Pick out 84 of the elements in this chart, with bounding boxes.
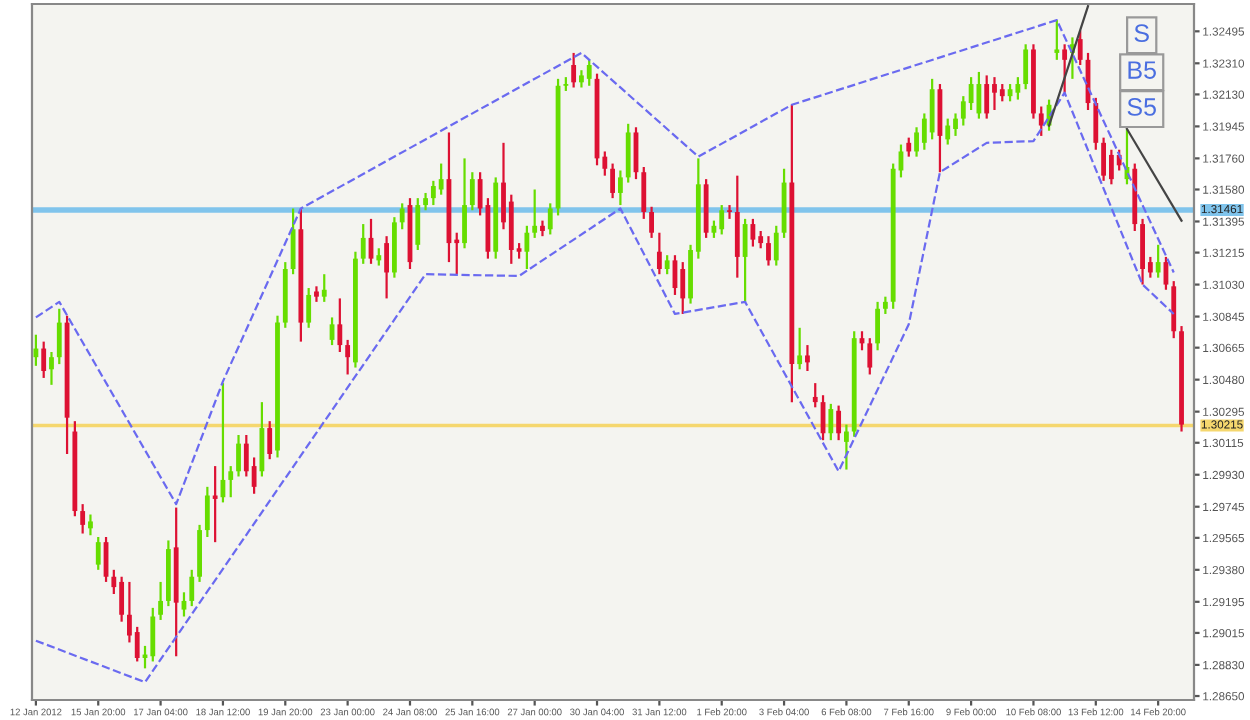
candlestick xyxy=(766,235,771,267)
candlestick xyxy=(1015,76,1021,101)
candlestick xyxy=(399,202,405,231)
candlestick xyxy=(438,162,444,196)
candlestick xyxy=(41,340,47,380)
candlestick xyxy=(617,169,623,207)
candlestick xyxy=(150,606,156,663)
candlestick xyxy=(719,203,725,236)
candlestick xyxy=(805,343,810,373)
candlestick xyxy=(571,51,577,89)
candlestick xyxy=(875,300,880,352)
candlestick xyxy=(1140,217,1145,286)
candlestick xyxy=(321,273,327,303)
candlestick xyxy=(228,464,234,499)
candlestick xyxy=(236,433,241,478)
candlestick xyxy=(836,404,842,442)
candlestick xyxy=(812,382,818,409)
candlestick xyxy=(742,217,748,303)
line-series xyxy=(34,18,1175,506)
candlestick xyxy=(212,464,218,544)
candlestick xyxy=(649,205,654,240)
candlestick xyxy=(734,174,740,279)
candlestick xyxy=(1038,105,1044,138)
line-series xyxy=(34,91,1175,684)
candlestick xyxy=(828,402,834,442)
candlestick xyxy=(906,136,912,158)
annotation: S xyxy=(1134,24,1149,43)
candlestick xyxy=(953,112,958,138)
candlestick xyxy=(1155,243,1161,279)
candlestick xyxy=(547,202,553,236)
candlestick xyxy=(337,297,343,354)
candlestick xyxy=(929,77,935,141)
candlestick xyxy=(1023,43,1029,91)
candlestick xyxy=(33,333,39,367)
candlestick xyxy=(984,74,990,120)
candlestick xyxy=(976,70,982,120)
candlestick xyxy=(95,535,101,571)
candlestick xyxy=(1054,18,1060,61)
candlestick xyxy=(158,580,164,622)
candlestick xyxy=(384,235,390,300)
candlestick xyxy=(680,260,686,316)
candlestick xyxy=(1093,96,1099,151)
candlestick xyxy=(968,76,974,112)
candlestick xyxy=(610,162,616,200)
candlestick xyxy=(625,122,631,184)
candlestick xyxy=(88,513,93,537)
candlestick xyxy=(306,286,312,329)
candlestick xyxy=(656,231,662,276)
candlestick xyxy=(1108,148,1114,186)
candlestick xyxy=(586,58,592,87)
candlestick xyxy=(259,401,265,478)
candlestick xyxy=(430,179,436,207)
candlestick xyxy=(797,326,803,371)
candlestick xyxy=(56,307,62,366)
candlestick xyxy=(945,117,951,146)
candlestick xyxy=(80,503,86,535)
annotation: B5 xyxy=(1128,61,1156,79)
candlestick xyxy=(415,197,421,252)
annotation: S5 xyxy=(1127,98,1156,116)
candlestick xyxy=(914,126,919,158)
candlestick xyxy=(197,523,202,584)
candlestick xyxy=(267,420,273,461)
candlestick xyxy=(532,188,538,240)
candlestick xyxy=(524,224,530,271)
candlestick xyxy=(773,224,779,267)
candlestick xyxy=(204,485,210,539)
candlestick xyxy=(1077,29,1083,67)
candlestick xyxy=(189,568,195,608)
candlestick xyxy=(462,157,467,250)
candlestick xyxy=(867,337,873,376)
candlestick xyxy=(360,222,366,265)
candlestick xyxy=(992,76,997,112)
candlestick xyxy=(664,254,670,276)
candlestick xyxy=(844,423,849,471)
candlestick xyxy=(49,350,54,386)
candlestick xyxy=(641,165,647,220)
candlestick xyxy=(727,203,732,220)
candlestick xyxy=(1171,280,1177,340)
candlestick xyxy=(119,575,125,623)
candlestick xyxy=(750,217,756,248)
candlestick xyxy=(1101,136,1107,182)
candlestick xyxy=(469,171,475,212)
candlestick xyxy=(1062,43,1068,94)
candlestick xyxy=(345,338,351,376)
